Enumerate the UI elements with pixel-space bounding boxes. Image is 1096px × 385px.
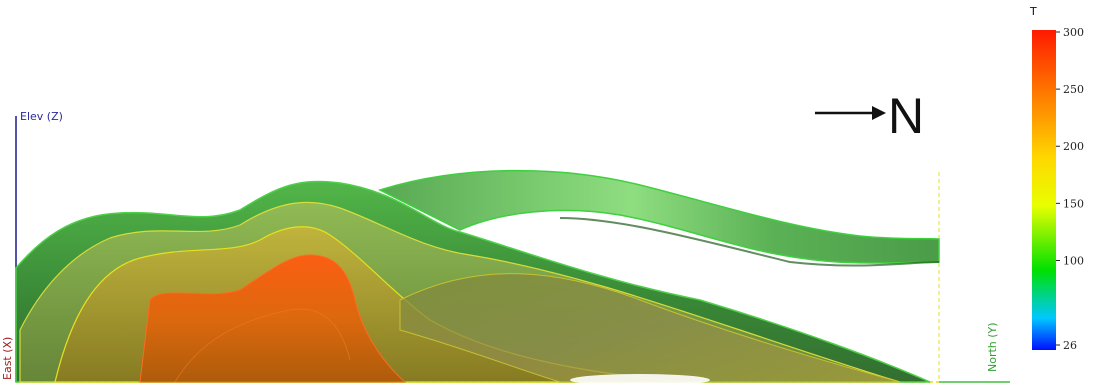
cavity <box>570 374 710 385</box>
color-legend: T 300 250 200 150 100 26 <box>1029 5 1084 352</box>
legend-tick-label: 26 <box>1063 339 1077 352</box>
isosurface-outer-arm <box>378 169 940 264</box>
legend-tick-label: 200 <box>1063 140 1084 153</box>
z-axis-label: Elev (Z) <box>20 110 63 123</box>
legend-tick-label: 100 <box>1063 254 1084 267</box>
legend-colorbar <box>1032 30 1056 350</box>
x-axis-label: East (X) <box>1 337 14 380</box>
y-axis-label: North (Y) <box>986 322 999 372</box>
legend-tick-label: 300 <box>1063 26 1084 39</box>
isosurface-tail <box>399 273 901 383</box>
legend-title: T <box>1029 5 1037 18</box>
legend-tick-label: 250 <box>1063 83 1084 96</box>
north-label: N <box>888 88 924 144</box>
north-arrow: N <box>815 88 924 144</box>
legend-tick-label: 150 <box>1063 197 1084 210</box>
isosurface-inner <box>139 254 407 383</box>
